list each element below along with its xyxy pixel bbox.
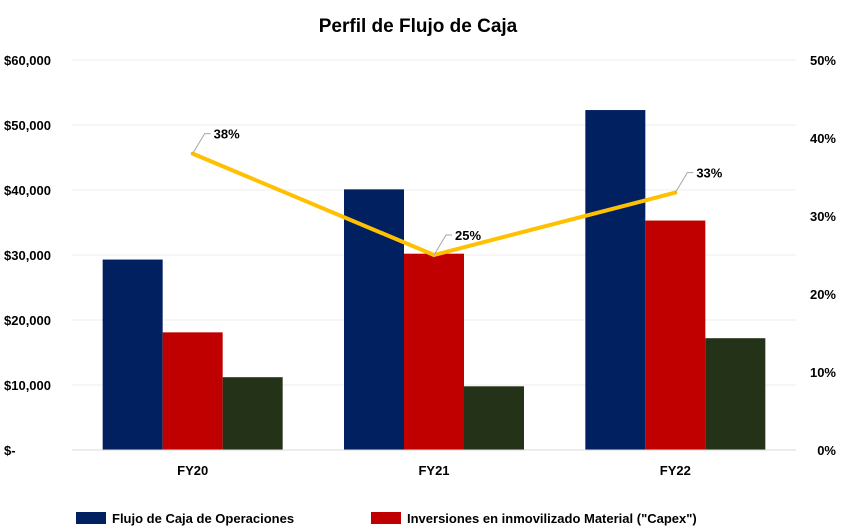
legend: Flujo de Caja de Operaciones Inversiones … bbox=[76, 511, 697, 526]
bar bbox=[162, 332, 223, 450]
y-right-tick-label: 0% bbox=[817, 443, 836, 458]
x-tick-label: FY20 bbox=[177, 463, 208, 478]
legend-label: Inversiones en inmovilizado Material ("C… bbox=[407, 511, 697, 526]
y-left-tick-label: $20,000 bbox=[4, 313, 51, 328]
y-left-tick-label: $60,000 bbox=[4, 53, 51, 68]
bar bbox=[645, 220, 706, 450]
bar bbox=[344, 189, 404, 450]
data-label-leader bbox=[674, 172, 694, 193]
legend-swatch bbox=[371, 512, 401, 524]
y-right-tick-label: 50% bbox=[810, 53, 836, 68]
y-right-tick-label: 30% bbox=[810, 209, 836, 224]
legend-swatch bbox=[76, 512, 106, 524]
y-right-tick-label: 40% bbox=[810, 131, 836, 146]
data-label: 33% bbox=[696, 166, 722, 181]
legend-label: Flujo de Caja de Operaciones bbox=[112, 511, 294, 526]
data-label: 25% bbox=[455, 228, 481, 243]
data-labels: 38% 25% 33% bbox=[192, 127, 723, 256]
y-left-tick-label: $30,000 bbox=[4, 248, 51, 263]
x-tick-label: FY22 bbox=[660, 463, 691, 478]
x-tick-label: FY21 bbox=[418, 463, 449, 478]
y-right-tick-label: 10% bbox=[810, 365, 836, 380]
y-left-tick-label: $50,000 bbox=[4, 118, 51, 133]
data-label-leader bbox=[192, 133, 211, 154]
bar bbox=[222, 377, 283, 450]
y-left-tick-label: $40,000 bbox=[4, 183, 51, 198]
bar bbox=[705, 338, 766, 450]
bar bbox=[404, 253, 464, 450]
y-left-tick-label: $- bbox=[4, 443, 16, 458]
data-label-leader bbox=[433, 234, 452, 256]
chart-title: Perfil de Flujo de Caja bbox=[319, 16, 518, 37]
data-label: 38% bbox=[214, 127, 240, 142]
y-right-tick-label: 20% bbox=[810, 287, 836, 302]
axes: $- $10,000 $20,000 $30,000 $40,000 $50,000 $60… bbox=[4, 53, 836, 478]
bar bbox=[102, 259, 163, 450]
y-left-tick-label: $10,000 bbox=[4, 378, 51, 393]
bars bbox=[102, 110, 766, 451]
bar bbox=[464, 386, 524, 450]
bar bbox=[585, 110, 646, 451]
